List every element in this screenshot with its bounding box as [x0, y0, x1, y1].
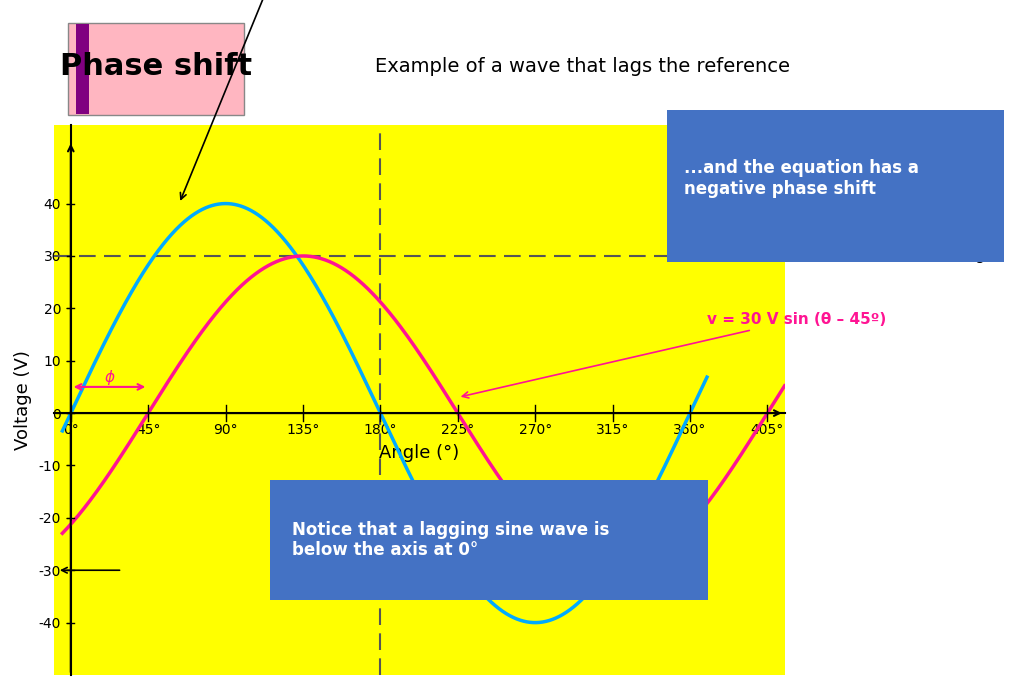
Text: Example of a wave that lags the reference: Example of a wave that lags the referenc…: [375, 57, 790, 76]
Text: $\phi$: $\phi$: [104, 368, 115, 387]
FancyBboxPatch shape: [249, 473, 730, 607]
Y-axis label: Voltage (V): Voltage (V): [13, 350, 32, 450]
Text: Notice that a lagging sine wave is
below the axis at 0°: Notice that a lagging sine wave is below…: [292, 520, 609, 560]
X-axis label: Angle (°): Angle (°): [379, 444, 460, 462]
Text: Phase shift: Phase shift: [60, 52, 252, 81]
Text: Reference: Reference: [180, 0, 484, 199]
FancyBboxPatch shape: [68, 23, 244, 115]
Text: Peak voltage: Peak voltage: [897, 248, 995, 264]
FancyBboxPatch shape: [75, 23, 89, 114]
Text: ...and the equation has a
negative phase shift: ...and the equation has a negative phase…: [685, 159, 919, 198]
FancyBboxPatch shape: [651, 103, 1019, 270]
Text: v = 30 V sin (θ – 45º): v = 30 V sin (θ – 45º): [463, 312, 887, 398]
